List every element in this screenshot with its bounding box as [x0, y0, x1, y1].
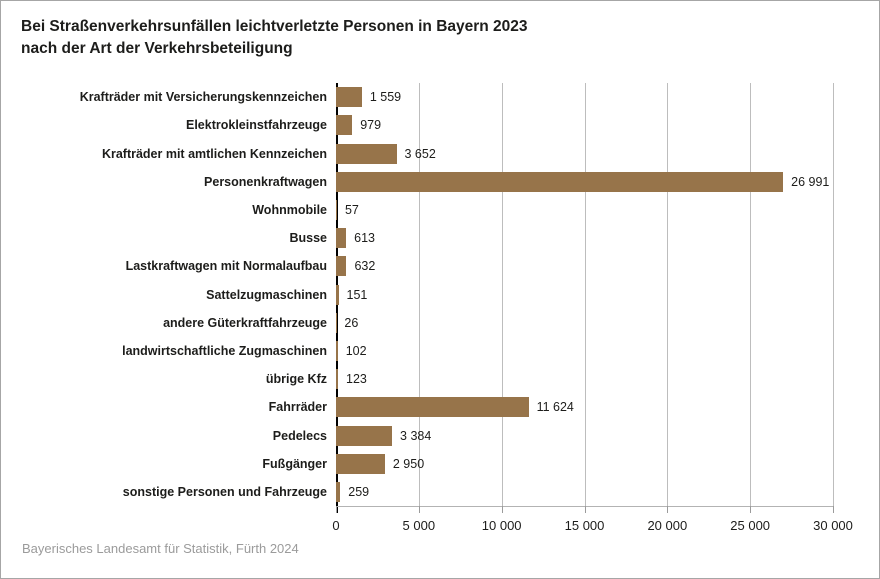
- bar-chart: Krafträder mit Versicherungskennzeichen 1…: [21, 83, 853, 533]
- bar: [336, 425, 393, 446]
- page-title: Bei Straßenverkehrsunfällen leichtverlet…: [21, 16, 528, 60]
- value-label: 102: [345, 343, 367, 358]
- chart-row: Pedelecs 3 384: [21, 421, 833, 449]
- category-label: Fahrräder: [268, 400, 327, 415]
- x-tick: [750, 506, 752, 513]
- chart-row: Fahrräder 11 624: [21, 393, 833, 421]
- x-tick-label: 15 000: [564, 518, 605, 533]
- value-label: 3 652: [404, 146, 436, 161]
- bar: [336, 199, 337, 220]
- bar: [336, 171, 784, 192]
- bar-track: 151: [336, 284, 833, 305]
- x-tick: [833, 506, 834, 513]
- bar: [336, 369, 339, 390]
- bar-track: 632: [336, 256, 833, 277]
- bar-track: 979: [336, 115, 833, 136]
- bar-track: 26: [336, 312, 833, 333]
- chart-row: Elektrokleinstfahrzeuge 979: [21, 111, 833, 139]
- chart-row: Wohnmobile 57: [21, 196, 833, 224]
- chart-row: andere Güterkraftfahrzeuge 26: [21, 309, 833, 337]
- value-label: 123: [346, 372, 367, 387]
- bar: [336, 397, 529, 418]
- category-label: Wohnmobile: [252, 202, 327, 217]
- x-axis: 0 5 000 10 000 15 000 20 000 25 000 30 000: [332, 506, 853, 542]
- category-label: Elektrokleinstfahrzeuge: [185, 118, 327, 133]
- chart-row: Lastkraftwagen mit Normalaufbau 632: [21, 252, 833, 280]
- x-tick: [418, 506, 420, 513]
- category-label: Personenkraftwagen: [204, 174, 327, 189]
- value-label: 11 624: [536, 400, 574, 415]
- bar-track: 3 384: [336, 425, 833, 446]
- chart-row: Sattelzugmaschinen 151: [21, 280, 833, 308]
- category-label: Sattelzugmaschinen: [206, 287, 327, 302]
- bar: [336, 453, 385, 474]
- category-label: Lastkraftwagen mit Normalaufbau: [125, 259, 327, 274]
- bar-track: 613: [336, 228, 833, 249]
- chart-row: Krafträder mit amtlichen Kennzeichen 3 65…: [21, 139, 833, 167]
- chart-row: Fußgänger 2 950: [21, 450, 833, 478]
- category-label: übrige Kfz: [265, 372, 327, 387]
- bar-track: 123: [336, 369, 833, 390]
- category-label: Krafträder mit Versicherungskennzeichen: [79, 90, 327, 105]
- bar-track: 26 991: [336, 171, 833, 192]
- value-label: 613: [354, 231, 375, 246]
- chart-row: Busse 613: [21, 224, 833, 252]
- x-tick-label: 30 000: [813, 518, 853, 533]
- bar: [336, 284, 339, 305]
- bar: [336, 143, 397, 164]
- value-label: 151: [346, 287, 368, 302]
- category-label: Fußgänger: [262, 456, 327, 471]
- bar: [336, 228, 347, 249]
- bar: [336, 256, 347, 277]
- chart-rows: Krafträder mit Versicherungskennzeichen 1…: [21, 83, 833, 506]
- title-line-2: nach der Art der Verkehrsbeteiligung: [21, 40, 293, 57]
- x-tick-label: 0: [332, 518, 340, 533]
- value-label: 979: [360, 118, 382, 133]
- category-label: Pedelecs: [272, 428, 327, 443]
- bar-track: 2 950: [336, 453, 833, 474]
- value-label: 3 384: [400, 428, 432, 443]
- value-label: 2 950: [392, 456, 425, 471]
- x-tick: [667, 506, 669, 513]
- category-label: landwirtschaftliche Zugmaschinen: [122, 343, 327, 358]
- chart-row: Krafträder mit Versicherungskennzeichen 1…: [21, 83, 833, 111]
- bar-track: 102: [336, 340, 833, 361]
- x-tick-label: 5 000: [402, 518, 436, 533]
- bar-track: 57: [336, 199, 833, 220]
- value-label: 632: [354, 259, 376, 274]
- x-tick: [336, 506, 337, 513]
- value-label: 1 559: [369, 90, 402, 105]
- value-label: 259: [348, 484, 370, 499]
- source-note: Bayerisches Landesamt für Statistik, Für…: [22, 541, 299, 556]
- chart-row: landwirtschaftliche Zugmaschinen 102: [21, 337, 833, 365]
- category-label: Krafträder mit amtlichen Kennzeichen: [101, 146, 327, 161]
- category-label: Busse: [289, 231, 327, 246]
- value-label: 57: [344, 202, 359, 217]
- bar: [336, 340, 338, 361]
- x-tick-label: 25 000: [730, 518, 771, 533]
- chart-row: sonstige Personen und Fahrzeuge 259: [21, 478, 833, 506]
- bar: [336, 481, 341, 502]
- category-label: andere Güterkraftfahrzeuge: [163, 315, 327, 330]
- category-label: sonstige Personen und Fahrzeuge: [122, 484, 327, 499]
- bar: [336, 87, 362, 108]
- x-tick-label: 10 000: [481, 518, 522, 533]
- value-label: 26 991: [791, 174, 830, 189]
- x-tick: [584, 506, 586, 513]
- bar-track: 3 652: [336, 143, 833, 164]
- bar-track: 259: [336, 481, 833, 502]
- x-tick: [501, 506, 503, 513]
- value-label: 26: [344, 315, 359, 330]
- bar: [336, 115, 353, 136]
- title-line-1: Bei Straßenverkehrsunfällen leichtverlet…: [21, 18, 528, 35]
- bar-track: 11 624: [336, 397, 833, 418]
- chart-row: übrige Kfz 123: [21, 365, 833, 393]
- chart-row: Personenkraftwagen 26 991: [21, 168, 833, 196]
- x-tick-label: 20 000: [647, 518, 688, 533]
- bar-track: 1 559: [336, 87, 833, 108]
- gridline: [833, 83, 834, 506]
